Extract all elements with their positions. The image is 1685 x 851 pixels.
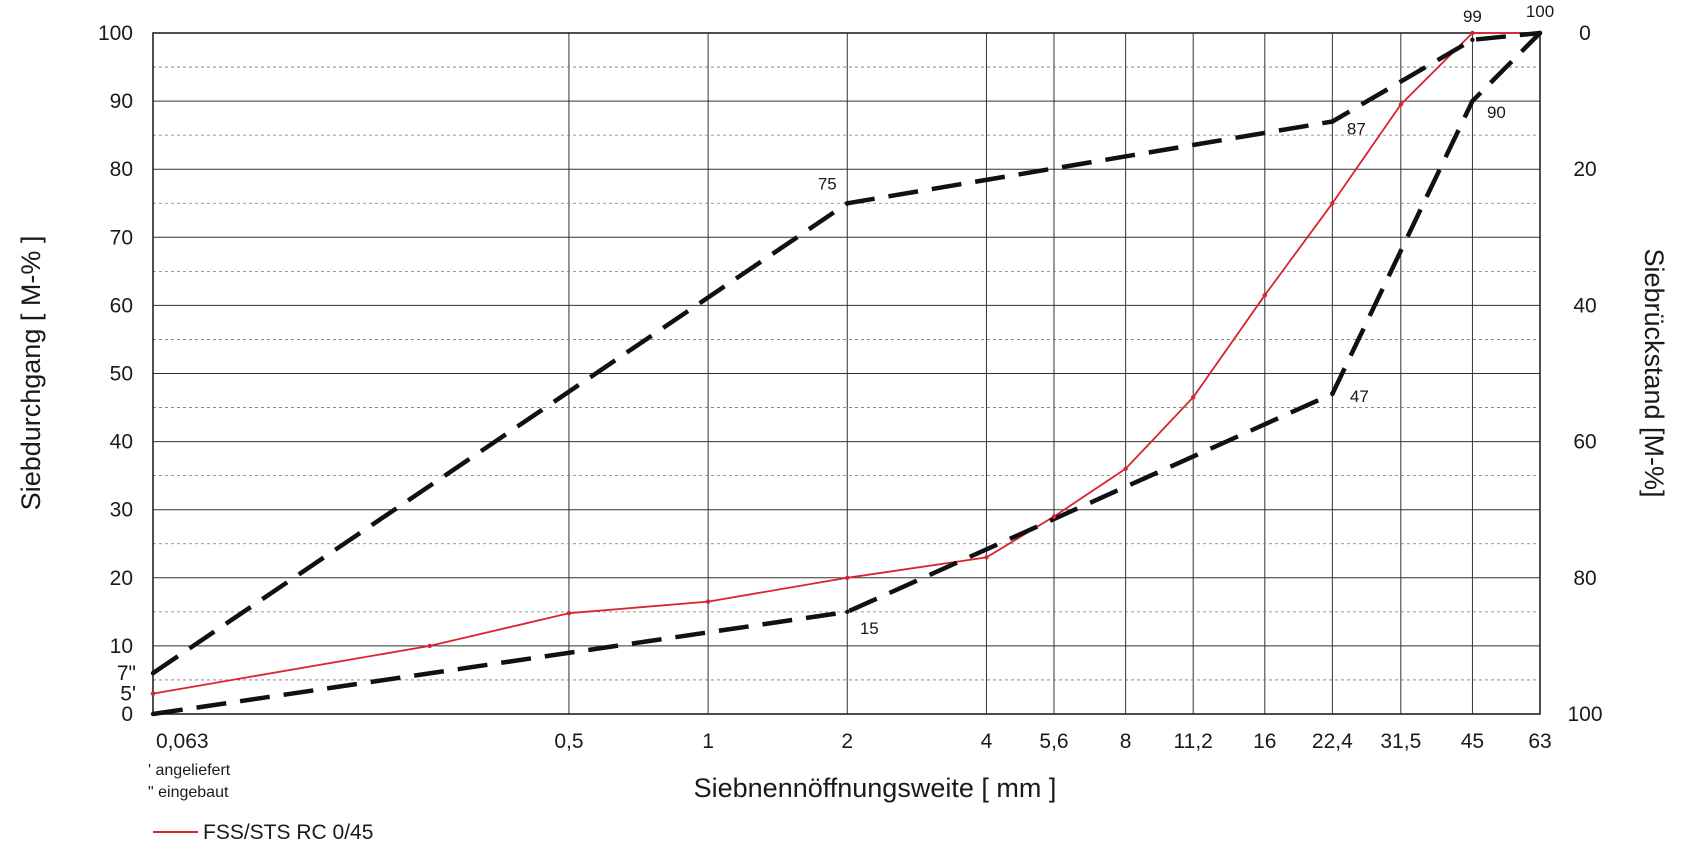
data-point-series-0 [150,691,156,696]
data-point-series-2 [1537,30,1543,36]
data-point-series-0 [1262,292,1268,298]
data-label: 87 [1347,120,1366,139]
y2-tick-label: 20 [1573,158,1596,181]
data-point-series-0 [427,643,432,649]
data-label: 99 [1463,7,1482,26]
data-point-series-1 [1470,37,1475,43]
data-point-series-0 [845,575,850,580]
x-tick-label: 0,063 [156,730,209,753]
y-tick-label: 60 [110,294,133,317]
x-tick-label: 16 [1253,730,1276,753]
x-tick-label: 4 [981,730,993,753]
points-layer [150,30,1543,717]
data-point-series-0 [984,555,989,560]
y-tick-label: 20 [110,567,133,590]
x-tick-label: 1 [702,730,714,753]
y2-tick-label: 60 [1573,431,1596,454]
y-extra-label: 5' [120,683,136,706]
data-point-series-0 [1398,102,1404,107]
data-point-series-2 [1330,391,1335,397]
data-point-series-0 [1470,30,1475,36]
data-point-series-1 [1330,119,1335,124]
y2-tick-label: 80 [1573,567,1596,590]
y-tick-label: 90 [110,90,133,113]
data-label: 90 [1487,103,1506,122]
data-point-series-0 [1190,395,1196,400]
data-point-series-0 [1051,514,1057,519]
data-point-series-0 [1123,466,1128,472]
y-tick-label: 40 [110,431,133,454]
data-label: 100 [1526,2,1554,21]
plot-frame [152,32,1541,715]
data-point-series-1 [845,201,850,206]
y-tick-label: 70 [110,226,133,249]
y2-tick-label: 0 [1579,22,1591,45]
data-point-series-0 [1330,201,1335,206]
note-installed: " eingebaut [148,784,229,801]
data-point-series-2 [150,711,156,717]
data-label: 15 [860,619,879,638]
data-point-series-2 [1470,98,1475,104]
y-tick-label: 0 [121,703,133,726]
y-axis-title: Siebdurchgang [ M-% ] [16,236,46,511]
y-tick-label: 30 [110,499,133,522]
x-tick-label: 63 [1528,730,1551,753]
x-axis-title: Siebnennöffnungsweite [ mm ] [694,773,1057,803]
x-tick-label: 45 [1461,730,1484,753]
x-tick-label: 5,6 [1039,730,1068,753]
y-tick-label: 10 [110,635,133,658]
y2-tick-label: 40 [1573,294,1596,317]
annotation-labels: 75 87 99 100 15 47 90 [818,2,1554,638]
data-point-series-0 [705,599,711,604]
x-tick-label: 31,5 [1380,730,1421,753]
data-point-series-1 [150,670,156,676]
x-tick-label: 11,2 [1174,730,1213,753]
x-tick-label: 2 [841,730,853,753]
y2-tick-label: 100 [1567,703,1602,726]
data-point-series-0 [566,611,572,616]
x-tick-label: 22,4 [1312,730,1353,753]
grading-curve-line-0 [152,32,1540,695]
data-point-series-2 [845,609,850,615]
y-extra-label: 7" [117,662,136,685]
tick-labels: 0,063 0,5 1 2 4 5,6 8 11,2 16 22,4 31,5 45 63 0 10 20 30… [98,22,1603,753]
data-label: 47 [1350,387,1369,406]
data-label: 75 [818,174,837,193]
y2-axis-title: Siebrückstand [M-%] [1639,248,1669,497]
y-tick-label: 80 [110,158,133,181]
y-tick-label: 100 [98,22,133,45]
legend-label: FSS/STS RC 0/45 [203,821,373,844]
x-tick-label: 8 [1120,730,1132,753]
y-tick-label: 50 [110,363,133,386]
x-tick-label: 0,5 [554,730,583,753]
note-delivered: ' angeliefert [148,762,231,779]
